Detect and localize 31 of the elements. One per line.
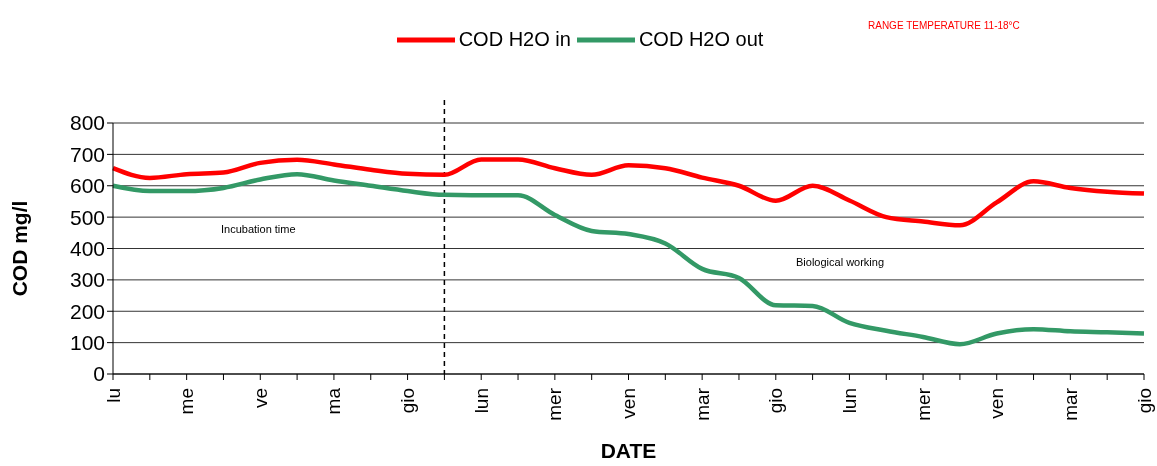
y-tick-label: 400	[69, 236, 105, 260]
x-tick-label: mer	[544, 387, 566, 421]
x-tick-label: mer	[912, 387, 934, 421]
x-tick-label: ma	[323, 387, 345, 415]
y-tick-label: 0	[93, 362, 105, 386]
y-tick-label: 200	[69, 299, 105, 323]
x-tick-label: lun	[470, 388, 492, 414]
x-tick-label: lun	[838, 388, 860, 414]
y-axis-title: COD mg/l	[8, 200, 32, 297]
x-tick-label: ven	[618, 388, 639, 419]
x-tick-label: ven	[986, 388, 1008, 419]
x-tick-label: mar	[691, 387, 713, 421]
y-tick-label: 700	[69, 142, 105, 166]
y-tick-label: 100	[69, 331, 105, 355]
legend-label: COD H2O in	[458, 28, 571, 51]
x-tick-label: lu	[102, 388, 124, 403]
x-tick-label: me	[176, 388, 198, 415]
annotation: Incubation time	[221, 223, 296, 235]
x-tick-label: gio	[397, 388, 419, 414]
legend-label: COD H2O out	[638, 28, 764, 51]
x-tick-label: gio	[1133, 388, 1155, 414]
y-tick-label: 600	[69, 174, 105, 198]
x-tick-label: ve	[249, 388, 271, 409]
x-axis-title: DATE	[600, 439, 657, 462]
annotation: Biological working	[796, 256, 885, 268]
y-tick-label: 500	[69, 205, 105, 229]
x-tick-label: gio	[765, 388, 787, 414]
y-tick-label: 300	[69, 268, 105, 292]
text: RANGE TEMPERATURE 11-18°C	[868, 20, 1020, 31]
x-tick-label: mar	[1059, 387, 1081, 421]
y-tick-label: 800	[69, 111, 105, 135]
